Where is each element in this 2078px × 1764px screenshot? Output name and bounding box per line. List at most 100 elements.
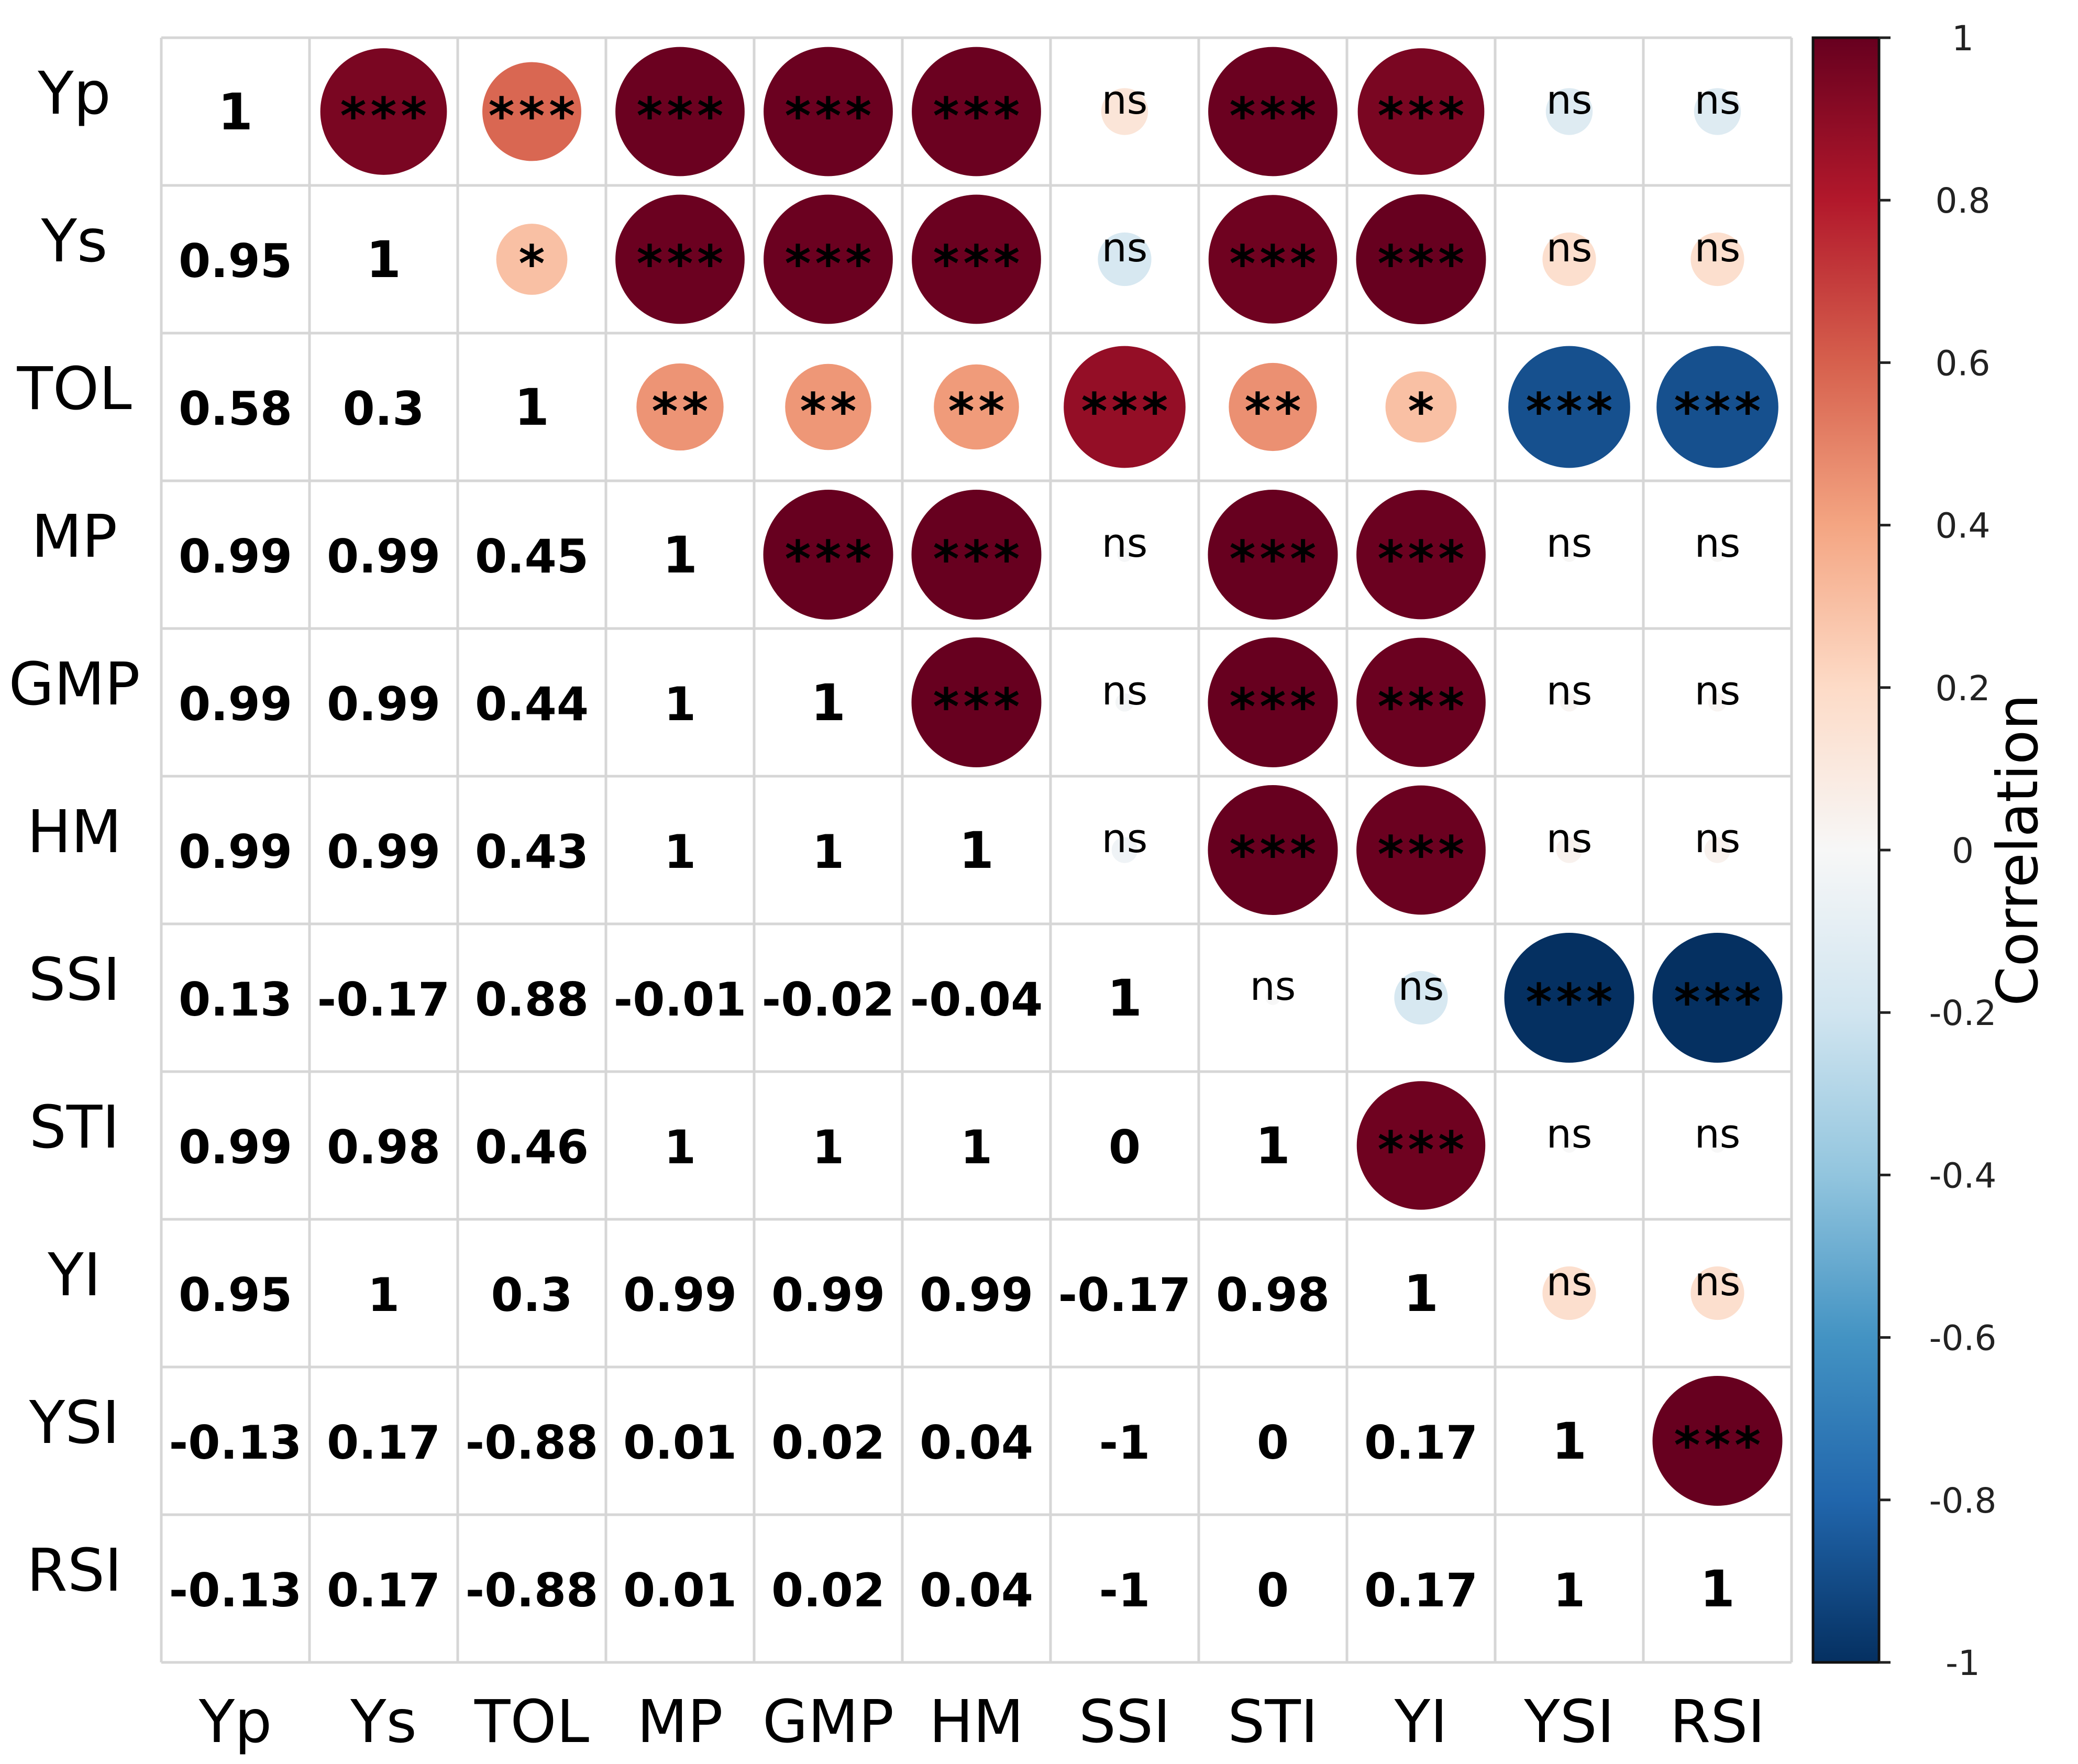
- row-label-ysi: YSI: [29, 1389, 120, 1457]
- coefficient-label-tol-tol: 1: [514, 378, 549, 437]
- correlation-circle-ys-yi: [1356, 194, 1486, 324]
- significance-label-yi-rsi: ns: [1695, 1258, 1741, 1305]
- significance-label-ys-sti: ***: [1228, 235, 1318, 293]
- legend-tick-label: 0.8: [1936, 181, 1991, 221]
- significance-label-yp-ssi: ns: [1102, 76, 1148, 123]
- correlation-circle-ysi-rsi: [1652, 1376, 1783, 1506]
- coefficient-label-hm-tol: 0.43: [475, 825, 589, 879]
- significance-label-sti-ysi: ns: [1546, 1110, 1593, 1157]
- coefficient-label-rsi-rsi: 1: [1700, 1560, 1735, 1618]
- column-label-hm: HM: [929, 1688, 1024, 1756]
- coefficient-label-ys-yp: 0.95: [179, 234, 292, 288]
- correlation-circle-tol-rsi: [1656, 346, 1778, 468]
- coefficient-label-ysi-hm: 0.04: [920, 1416, 1033, 1470]
- coefficient-label-hm-hm: 1: [959, 821, 994, 880]
- coefficient-label-gmp-yp: 0.99: [179, 677, 292, 731]
- coefficient-label-hm-yp: 0.99: [179, 825, 292, 879]
- coefficient-label-rsi-ssi: -1: [1099, 1563, 1151, 1617]
- column-label-ys: Ys: [350, 1688, 417, 1756]
- correlation-circle-ssi-rsi: [1652, 933, 1783, 1063]
- coefficient-label-yp-yp: 1: [218, 83, 253, 141]
- correlation-circle-yp-tol: [482, 62, 581, 161]
- column-label-yp: Yp: [198, 1688, 272, 1756]
- coefficient-label-yi-yi: 1: [1403, 1264, 1439, 1323]
- significance-label-hm-yi: ***: [1376, 825, 1466, 884]
- significance-label-hm-sti: ***: [1228, 825, 1318, 884]
- significance-label-gmp-sti: ***: [1228, 678, 1318, 736]
- coefficient-label-yi-tol: 0.3: [491, 1268, 573, 1322]
- coefficient-label-sti-sti: 1: [1255, 1117, 1290, 1175]
- coefficient-label-ys-ys: 1: [366, 230, 401, 289]
- significance-label-gmp-hm: ***: [931, 678, 1022, 736]
- correlation-circle-hm-yi: [1356, 785, 1486, 915]
- correlation-circle-tol-yi: [1385, 371, 1457, 443]
- legend-tick-label: -0.4: [1929, 1155, 1997, 1196]
- legend-tick-label: 0: [1952, 831, 1974, 871]
- coefficient-label-sti-hm: 1: [960, 1120, 992, 1174]
- significance-label-tol-rsi: ***: [1672, 382, 1763, 441]
- coefficient-label-ysi-ys: 0.17: [327, 1416, 440, 1470]
- significance-label-tol-ysi: ***: [1524, 382, 1615, 441]
- significance-label-tol-mp: **: [650, 382, 711, 441]
- significance-label-ssi-ysi: ***: [1524, 973, 1615, 1032]
- significance-label-mp-sti: ***: [1228, 530, 1318, 589]
- correlation-circle-yp-hm: [912, 47, 1041, 177]
- axis-labels: Yp Yp Ys Ys TOL TOL MP MP GMP GMP HM HM SSI SSI STI STI…: [9, 60, 1765, 1756]
- correlation-circle-sti-yi: [1356, 1081, 1486, 1210]
- coefficient-label-sti-tol: 0.46: [475, 1120, 589, 1174]
- correlation-circle-mp-rsi: [1710, 547, 1725, 562]
- significance-label-mp-ysi: ns: [1546, 520, 1593, 566]
- correlation-circle-gmp-sti: [1208, 637, 1338, 767]
- correlation-circle-yp-rsi: [1694, 88, 1741, 135]
- correlation-circle-mp-gmp: [763, 490, 893, 620]
- significance-label-mp-ssi: ns: [1102, 520, 1148, 566]
- correlation-circle-ys-ssi: [1098, 232, 1152, 286]
- significance-label-yp-rsi: ns: [1695, 76, 1741, 123]
- significance-label-ys-gmp: ***: [783, 235, 874, 293]
- correlation-circle-mp-yi: [1356, 490, 1486, 620]
- correlation-circle-hm-sti: [1208, 785, 1338, 915]
- correlation-circle-tol-ssi: [1064, 346, 1186, 468]
- correlation-circle-hm-ssi: [1111, 837, 1138, 863]
- significance-label-mp-hm: ***: [931, 530, 1022, 589]
- coefficient-label-mp-mp: 1: [662, 526, 698, 585]
- legend-tick-label: 0.6: [1936, 343, 1991, 383]
- correlation-circle-ys-mp: [615, 194, 745, 324]
- row-label-sti: STI: [29, 1094, 120, 1162]
- coefficient-label-sti-ssi: 0: [1109, 1120, 1141, 1174]
- correlation-circle-gmp-rsi: [1708, 693, 1727, 712]
- coefficient-label-gmp-mp: 1: [664, 677, 696, 731]
- correlation-circle-mp-sti: [1208, 490, 1338, 620]
- correlation-circle-ys-hm: [912, 194, 1041, 324]
- column-label-ssi: SSI: [1079, 1688, 1170, 1756]
- correlation-circle-ssi-sti: [1265, 990, 1280, 1005]
- column-label-gmp: GMP: [762, 1688, 894, 1756]
- significance-label-sti-rsi: ns: [1695, 1110, 1741, 1157]
- column-label-mp: MP: [637, 1688, 723, 1756]
- coefficient-label-ysi-gmp: 0.02: [771, 1416, 885, 1470]
- coefficient-label-yi-ssi: -0.17: [1058, 1268, 1191, 1322]
- correlation-circle-tol-sti: [1229, 362, 1317, 451]
- coefficient-label-rsi-mp: 0.01: [623, 1563, 737, 1617]
- column-label-tol: TOL: [474, 1688, 589, 1756]
- correlation-circle-yp-ssi: [1101, 88, 1148, 135]
- significance-label-gmp-yi: ***: [1376, 678, 1466, 736]
- row-label-tol: TOL: [17, 355, 132, 423]
- correlation-circle-mp-ssi: [1117, 547, 1132, 562]
- coefficient-label-ssi-ssi: 1: [1107, 969, 1142, 1028]
- coefficient-label-mp-yp: 0.99: [179, 530, 292, 583]
- correlation-circle-tol-mp: [636, 363, 724, 451]
- matrix-grid: [160, 36, 1793, 1664]
- significance-label-mp-gmp: ***: [783, 530, 874, 589]
- correlation-circle-gmp-hm: [911, 637, 1042, 767]
- correlation-circle-ys-gmp: [764, 194, 893, 324]
- significance-label-tol-gmp: **: [798, 382, 859, 441]
- correlation-circle-yp-yi: [1357, 48, 1485, 175]
- significance-label-tol-hm: **: [946, 382, 1007, 441]
- coefficient-label-ysi-tol: -0.88: [466, 1416, 599, 1470]
- legend-tick-label: -0.2: [1929, 993, 1997, 1033]
- correlation-circle-yi-ysi: [1542, 1266, 1596, 1320]
- coefficient-label-sti-yp: 0.99: [179, 1120, 292, 1174]
- correlation-circle-sti-rsi: [1710, 1138, 1725, 1153]
